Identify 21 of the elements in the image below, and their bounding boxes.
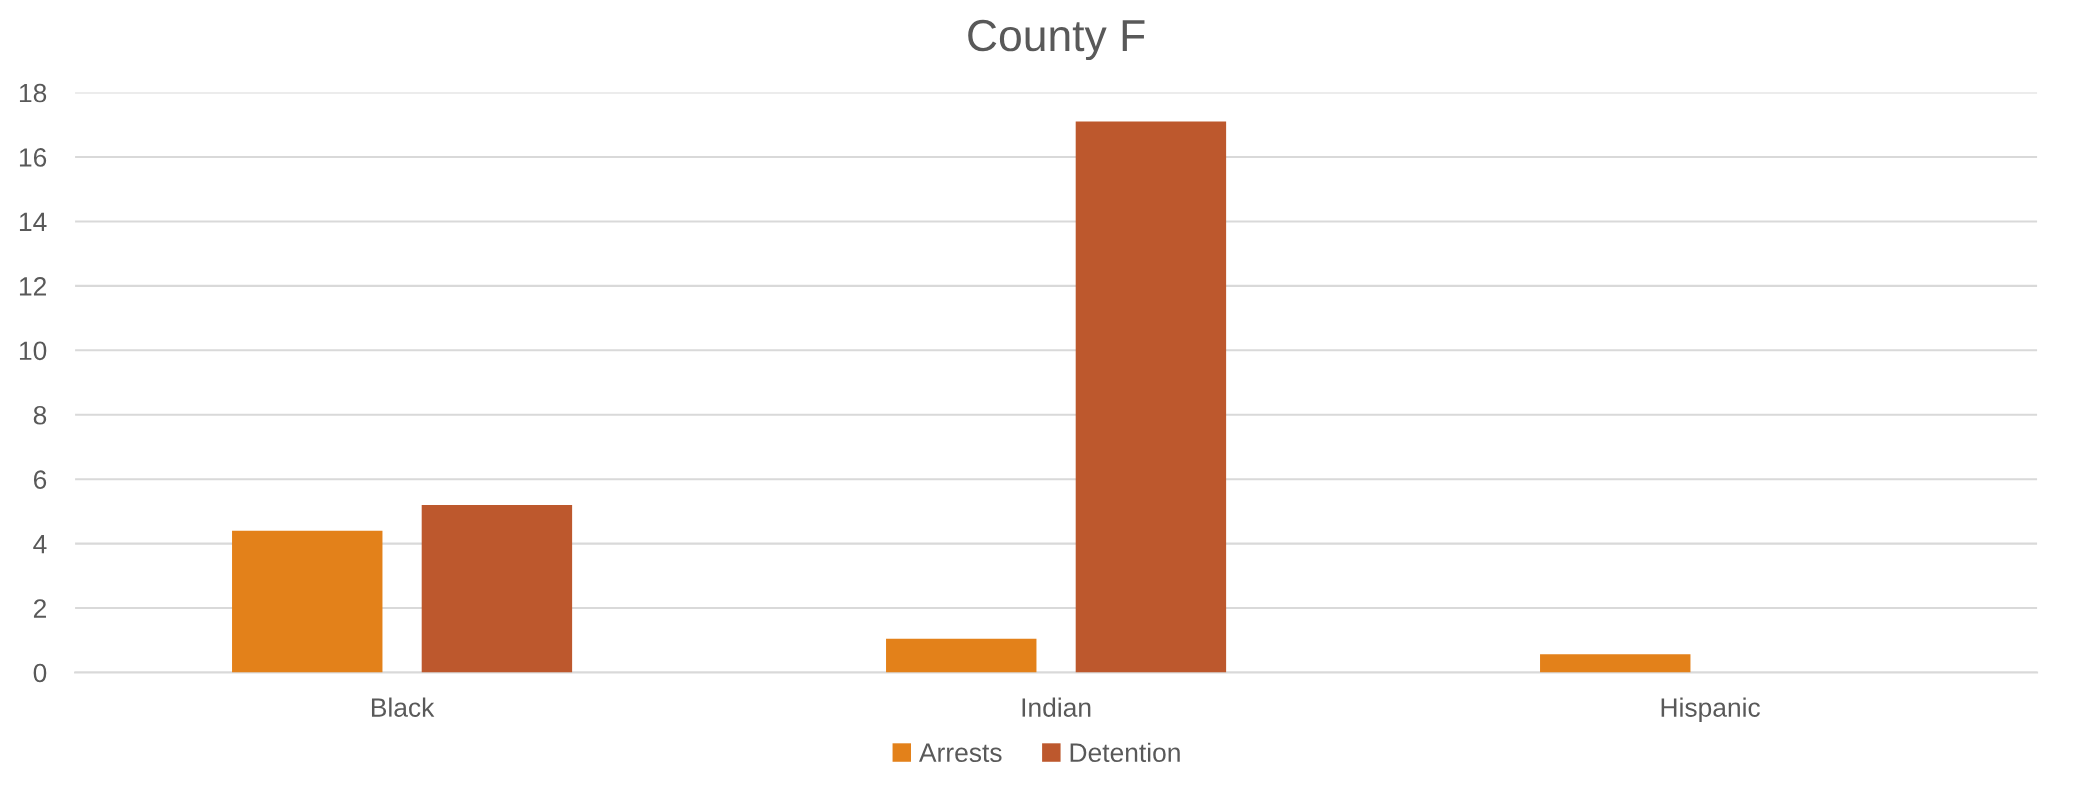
chart-title: County F bbox=[968, 19, 1145, 61]
y-tick-label: 2 bbox=[33, 599, 46, 618]
y-tick-label: 12 bbox=[19, 277, 46, 296]
y-tick-label: 18 bbox=[19, 83, 47, 103]
y-tick-label: 10 bbox=[19, 341, 47, 361]
x-tick-label: Black bbox=[371, 697, 435, 717]
y-tick-label: 14 bbox=[19, 212, 47, 231]
x-tick-label: Indian bbox=[1022, 697, 1091, 717]
legend-label: Detention bbox=[1070, 742, 1180, 763]
x-tick-label: Hispanic bbox=[1661, 697, 1760, 723]
bar bbox=[232, 530, 383, 673]
y-tick-label: 6 bbox=[33, 470, 47, 490]
y-tick-label: 8 bbox=[33, 405, 47, 425]
bar bbox=[886, 638, 1037, 673]
y-tick-label: 4 bbox=[33, 535, 47, 554]
y-tick-label: 0 bbox=[33, 663, 47, 683]
legend-label: Arrests bbox=[919, 743, 1002, 763]
y-tick-label: 16 bbox=[19, 148, 47, 167]
bar bbox=[1540, 654, 1691, 673]
bar bbox=[421, 504, 573, 673]
bar bbox=[1075, 121, 1227, 673]
